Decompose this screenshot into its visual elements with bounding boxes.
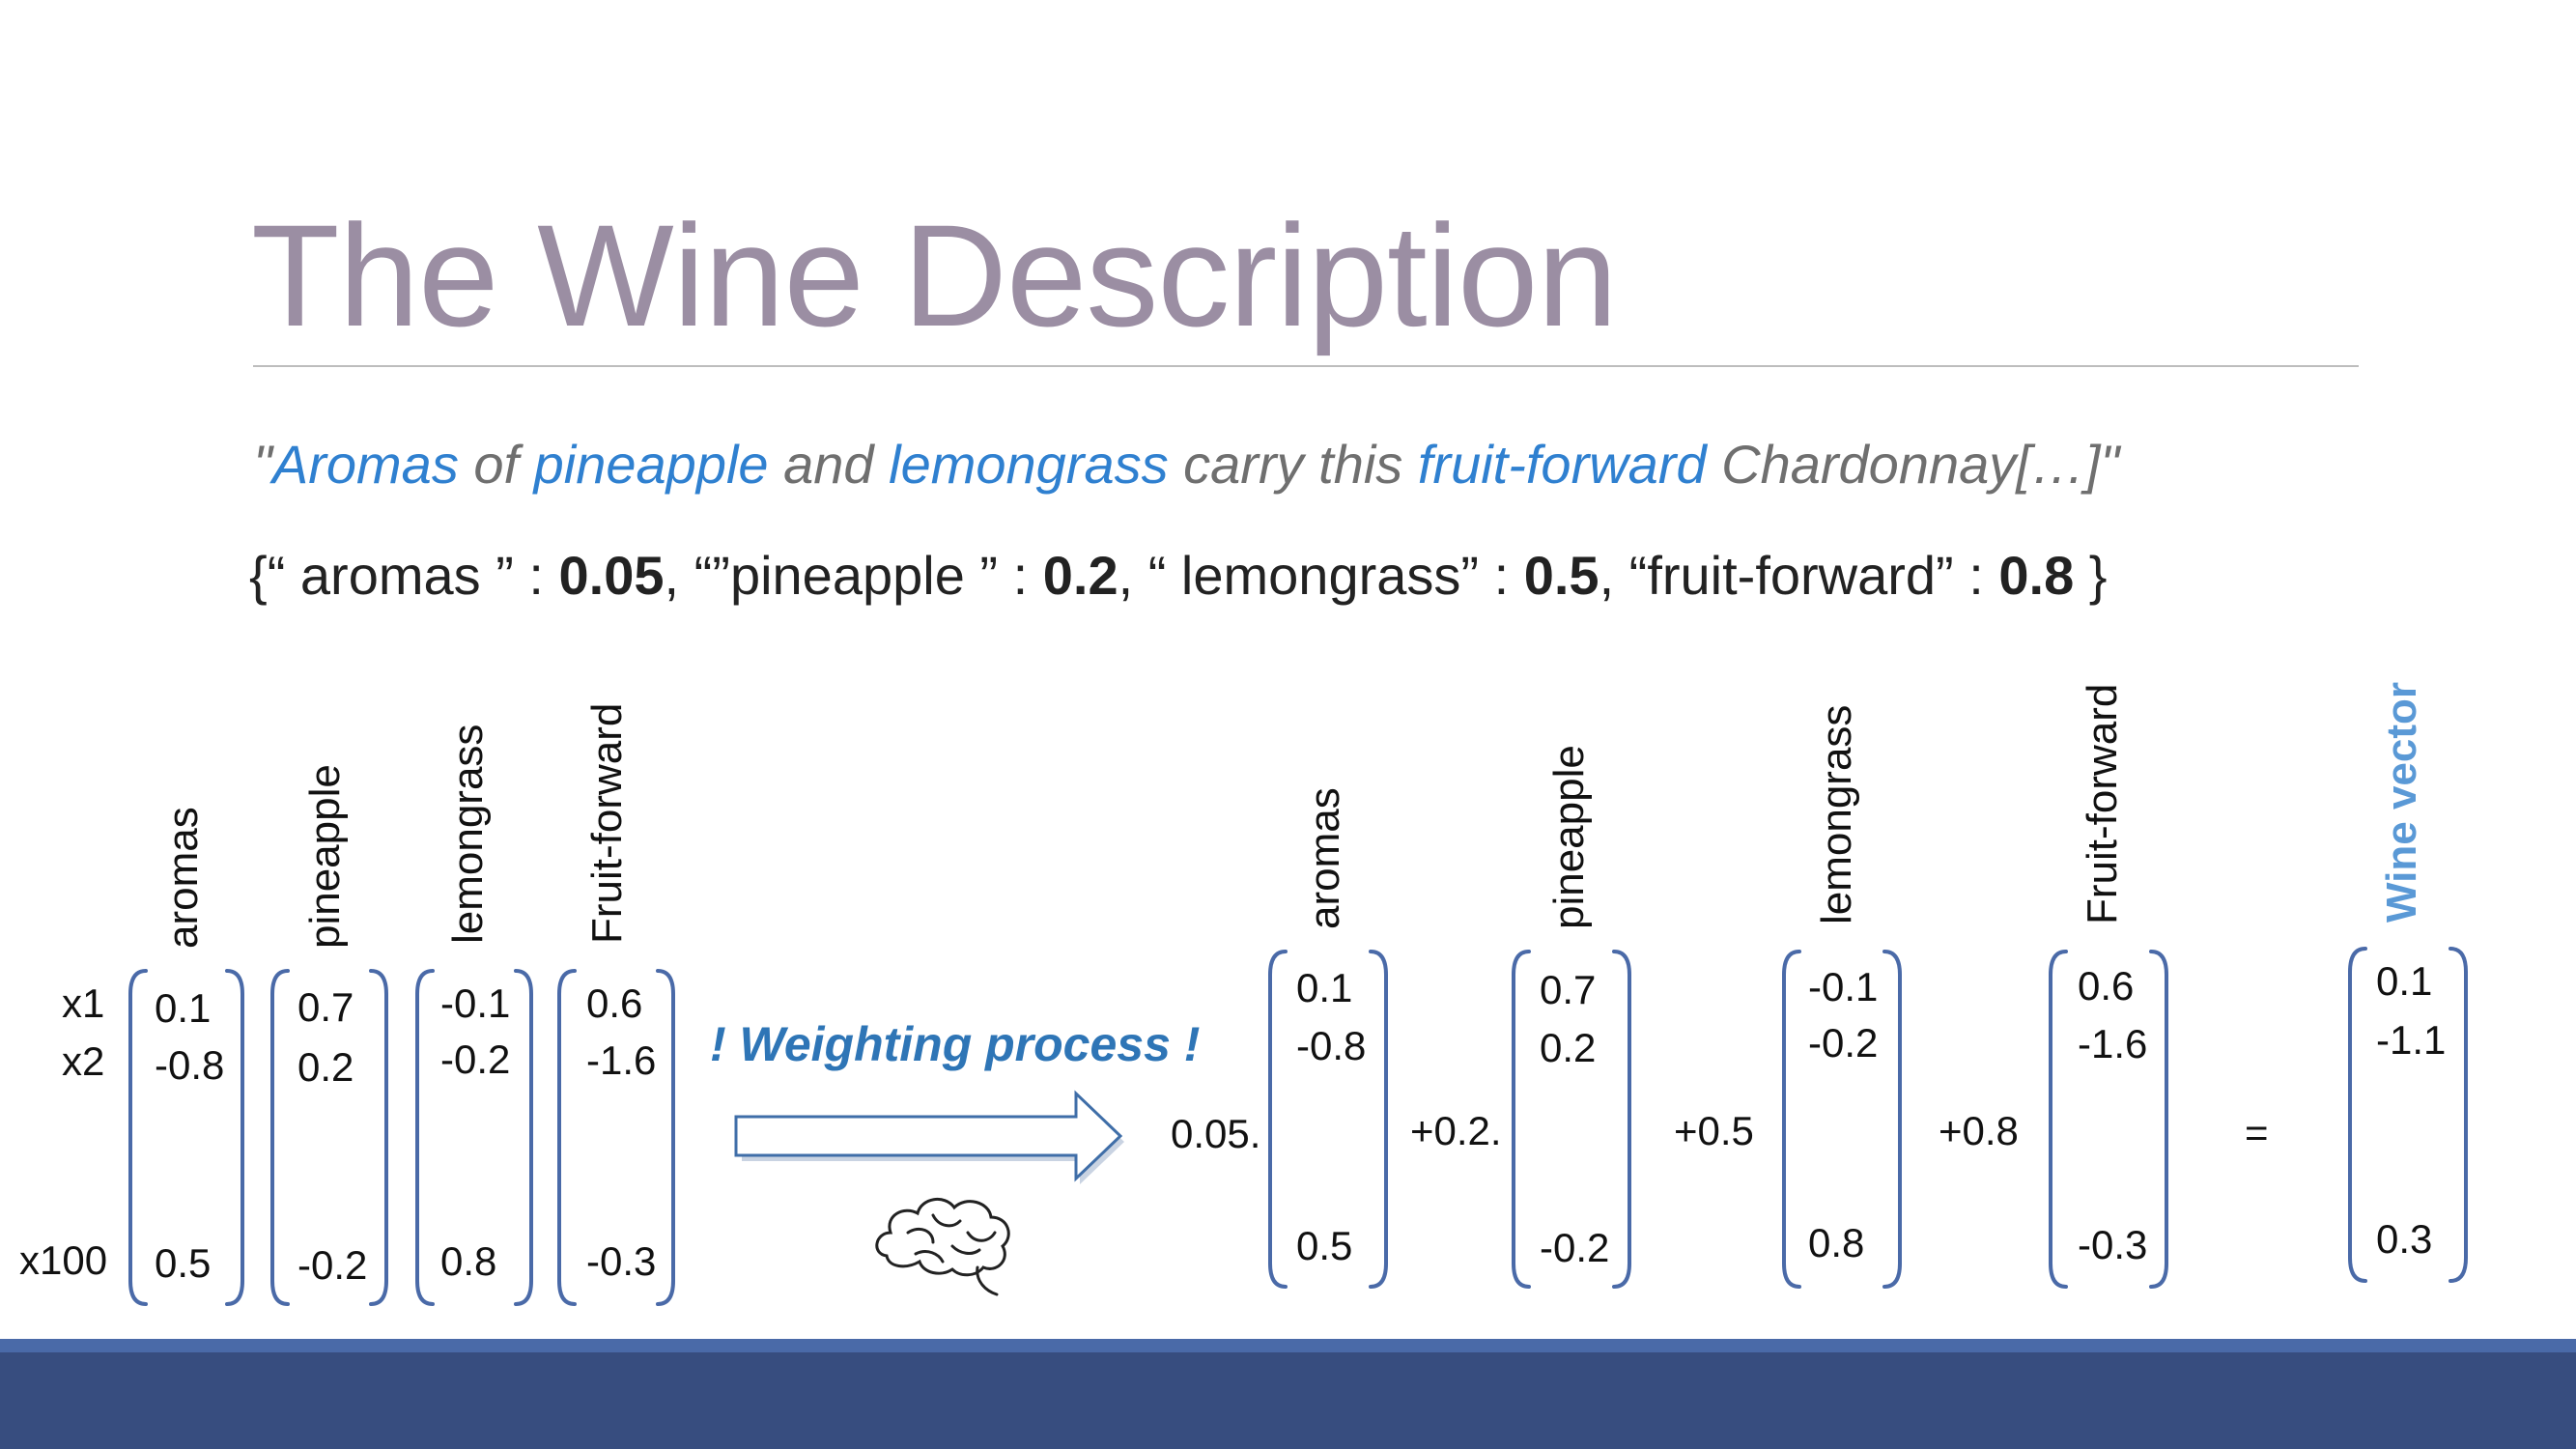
vector-cell: -0.3 bbox=[2078, 1222, 2148, 1267]
title-divider bbox=[253, 365, 2359, 367]
vector-cell: -0.3 bbox=[586, 1238, 657, 1284]
vector-cell: 0.7 bbox=[1540, 967, 1597, 1012]
input-vector-brackets bbox=[270, 969, 388, 1306]
result-vector-label: Wine vector bbox=[2378, 681, 2425, 923]
input-vector-label: lemongrass bbox=[444, 724, 492, 944]
weight-coefficient: +0.2. bbox=[1410, 1108, 1502, 1153]
row-label: x1 bbox=[62, 980, 105, 1026]
quote-segment: fruit-forward bbox=[1417, 434, 1707, 495]
slide-title: The Wine Description bbox=[251, 194, 1618, 356]
footer-accent-bar bbox=[0, 1339, 2576, 1352]
vector-cell: -0.2 bbox=[1808, 1020, 1879, 1065]
quote-segment: carry this bbox=[1168, 434, 1418, 495]
footer-bar bbox=[0, 1352, 2576, 1449]
vector-cell: -0.2 bbox=[440, 1037, 511, 1082]
vector-cell: 0.6 bbox=[586, 980, 643, 1026]
weight-coefficient: 0.05. bbox=[1171, 1111, 1261, 1156]
vector-cell: 0.2 bbox=[297, 1044, 354, 1090]
quote-segment: pineapple bbox=[533, 434, 769, 495]
vector-cell: 0.2 bbox=[1540, 1025, 1597, 1070]
vector-cell: 0.5 bbox=[1296, 1223, 1353, 1268]
input-vector-label: pineapple bbox=[301, 764, 349, 949]
weighted-vector-brackets bbox=[1782, 950, 1902, 1289]
result-vector-brackets bbox=[2348, 947, 2468, 1283]
weighted-vector-label: pineapple bbox=[1545, 745, 1593, 929]
vector-cell: -0.2 bbox=[297, 1242, 368, 1288]
right-arrow-icon bbox=[734, 1090, 1124, 1184]
weighted-vector-label: Fruit-forward bbox=[2079, 683, 2126, 924]
quote-segment: Aromas bbox=[271, 434, 459, 495]
vector-cell: 0.6 bbox=[2078, 963, 2135, 1009]
vector-cell: 0.7 bbox=[297, 984, 354, 1030]
vector-cell: 0.1 bbox=[1296, 965, 1353, 1010]
weighted-vector-brackets bbox=[1512, 950, 1631, 1289]
input-vector-brackets bbox=[415, 969, 533, 1306]
weighted-vector-brackets bbox=[2049, 950, 2168, 1289]
weights-dictionary: {“ aromas ” : 0.05, “”pineapple ” : 0.2,… bbox=[249, 544, 2108, 608]
weighted-vector-label: lemongrass bbox=[1813, 704, 1860, 924]
vector-cell: -0.2 bbox=[1540, 1225, 1610, 1270]
weight-key-text: , “fruit-forward” : bbox=[1599, 545, 1999, 606]
weight-value: 0.2 bbox=[1042, 545, 1118, 606]
equals-sign: = bbox=[2245, 1110, 2269, 1155]
weight-coefficient: +0.5 bbox=[1674, 1108, 1754, 1153]
weighted-vector-label: aromas bbox=[1301, 787, 1348, 929]
brain-icon bbox=[875, 1198, 1010, 1296]
vector-cell: 0.8 bbox=[440, 1238, 497, 1284]
vector-cell: -1.6 bbox=[2078, 1021, 2148, 1066]
weight-key-text: , “ lemongrass” : bbox=[1118, 545, 1524, 606]
weight-value: 0.8 bbox=[1998, 545, 2075, 606]
vector-cell: -0.8 bbox=[155, 1042, 225, 1088]
vector-cell: 0.8 bbox=[1808, 1220, 1865, 1265]
quote-segment: lemongrass bbox=[889, 434, 1169, 495]
weight-value: 0.5 bbox=[1523, 545, 1599, 606]
vector-cell: -0.8 bbox=[1296, 1023, 1367, 1068]
weight-key-text: {“ aromas ” : bbox=[249, 545, 559, 606]
vector-cell: -0.1 bbox=[440, 980, 511, 1026]
vector-cell: 0.1 bbox=[155, 985, 212, 1031]
quote-segment: of bbox=[458, 434, 534, 495]
input-vector-label: aromas bbox=[159, 807, 207, 949]
vector-cell: -1.6 bbox=[586, 1037, 657, 1083]
vector-cell: 0.5 bbox=[155, 1240, 212, 1286]
vector-cell: -1.1 bbox=[2376, 1017, 2447, 1063]
weight-key-text: , “”pineapple ” : bbox=[664, 545, 1043, 606]
input-vector-brackets bbox=[128, 969, 244, 1306]
row-label: x2 bbox=[62, 1038, 105, 1084]
row-label: x100 bbox=[19, 1237, 108, 1283]
quote-segment: " bbox=[253, 434, 272, 495]
quote-segment: Chardonnay[…]" bbox=[1706, 434, 2120, 495]
quote-segment: and bbox=[768, 434, 890, 495]
weight-key-text: } bbox=[2074, 545, 2108, 606]
input-vector-brackets bbox=[557, 969, 675, 1306]
wine-description-quote: "Aromas of pineapple and lemongrass carr… bbox=[253, 433, 2119, 497]
input-vector-label: Fruit-forward bbox=[583, 702, 631, 944]
weight-value: 0.05 bbox=[558, 545, 665, 606]
weighting-process-label: ! Weighting process ! bbox=[710, 1017, 1201, 1071]
weight-coefficient: +0.8 bbox=[1939, 1108, 2019, 1153]
vector-cell: 0.1 bbox=[2376, 958, 2433, 1004]
weighted-vector-brackets bbox=[1268, 950, 1388, 1289]
vector-cell: 0.3 bbox=[2376, 1216, 2433, 1262]
vector-cell: -0.1 bbox=[1808, 964, 1879, 1009]
